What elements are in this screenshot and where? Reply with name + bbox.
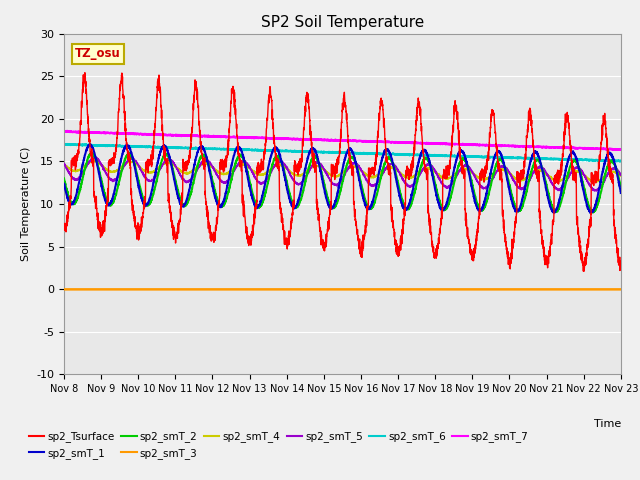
Text: TZ_osu: TZ_osu xyxy=(75,47,121,60)
Legend: sp2_Tsurface, sp2_smT_1, sp2_smT_2, sp2_smT_3, sp2_smT_4, sp2_smT_5, sp2_smT_6, : sp2_Tsurface, sp2_smT_1, sp2_smT_2, sp2_… xyxy=(25,427,532,463)
Title: SP2 Soil Temperature: SP2 Soil Temperature xyxy=(260,15,424,30)
Text: Time: Time xyxy=(593,419,621,429)
Y-axis label: Soil Temperature (C): Soil Temperature (C) xyxy=(20,147,31,261)
